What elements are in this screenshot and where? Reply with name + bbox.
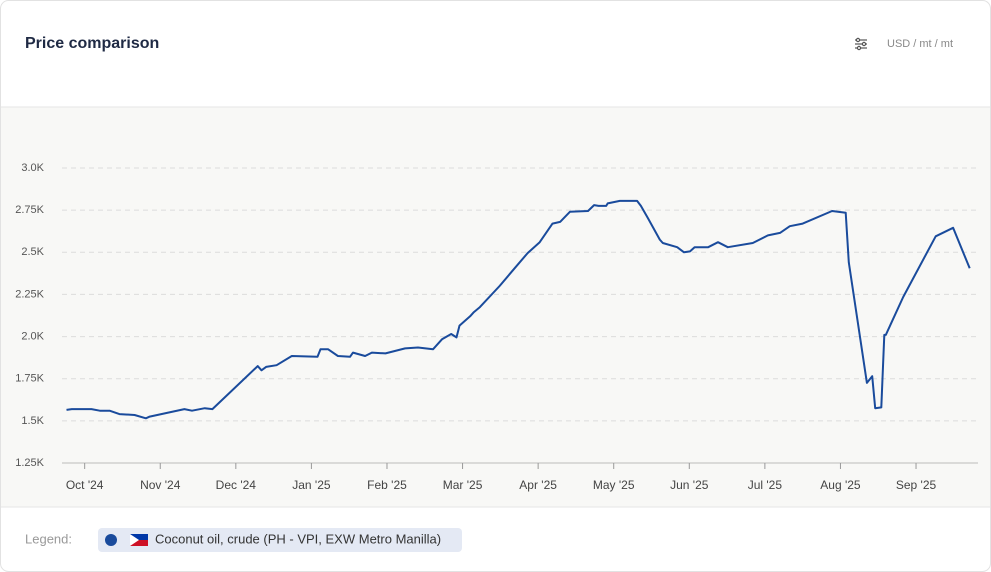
legend-label: Legend: (25, 531, 72, 546)
x-tick-label: Feb '25 (367, 478, 407, 492)
y-tick-label: 3.0K (21, 162, 44, 174)
x-tick-label: Apr '25 (519, 478, 557, 492)
x-tick-label: Mar '25 (443, 478, 483, 492)
y-tick-label: 2.25K (15, 288, 44, 300)
x-tick-label: Dec '24 (216, 478, 257, 492)
flag-icon (130, 534, 148, 546)
y-tick-label: 1.25K (15, 457, 44, 469)
x-tick-label: Oct '24 (66, 478, 104, 492)
chart-title: Price comparison (25, 35, 159, 52)
y-tick-label: 2.75K (15, 204, 44, 216)
legend-swatch (105, 534, 117, 546)
x-tick-label: Aug '25 (820, 478, 861, 492)
x-tick-label: Nov '24 (140, 478, 181, 492)
y-tick-label: 2.0K (21, 330, 44, 342)
series-line (66, 199, 971, 420)
x-tick-label: Jul '25 (748, 478, 783, 492)
x-tick-label: Sep '25 (896, 478, 937, 492)
x-tick-label: Jun '25 (670, 478, 709, 492)
x-tick-label: Jan '25 (292, 478, 331, 492)
legend-item[interactable] (98, 528, 462, 552)
y-tick-label: 1.5K (21, 415, 44, 427)
plot-background (1, 107, 990, 507)
x-tick-label: May '25 (593, 478, 635, 492)
y-tick-label: 1.75K (15, 373, 44, 385)
y-tick-label: 2.5K (21, 246, 44, 258)
unit-label: USD / mt / mt (887, 38, 953, 50)
legend-text: Coconut oil, crude (PH - VPI, EXW Metro … (155, 531, 441, 546)
settings-icon[interactable] (855, 37, 867, 51)
